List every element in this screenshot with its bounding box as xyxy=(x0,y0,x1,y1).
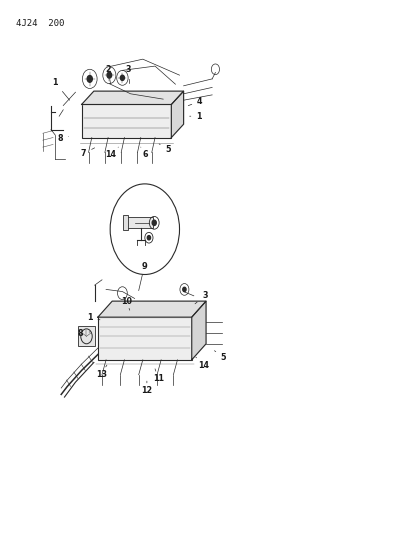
Text: 1: 1 xyxy=(52,78,70,100)
Circle shape xyxy=(120,75,124,80)
Circle shape xyxy=(147,236,151,240)
Text: 2: 2 xyxy=(105,65,111,84)
Text: 11: 11 xyxy=(153,369,164,383)
Circle shape xyxy=(107,72,112,78)
Text: 1: 1 xyxy=(190,112,202,120)
Text: 6: 6 xyxy=(141,147,148,159)
Polygon shape xyxy=(82,91,184,104)
Bar xyxy=(82,104,171,138)
Bar xyxy=(98,317,192,360)
Polygon shape xyxy=(171,91,184,138)
Circle shape xyxy=(152,220,156,225)
Circle shape xyxy=(87,76,92,82)
Bar xyxy=(78,326,95,346)
Bar xyxy=(126,217,153,228)
Text: 10: 10 xyxy=(121,297,132,310)
Text: 9: 9 xyxy=(142,262,148,271)
Bar xyxy=(123,215,128,230)
Text: 12: 12 xyxy=(141,381,153,394)
Text: 8: 8 xyxy=(78,329,90,337)
Text: 5: 5 xyxy=(159,144,171,154)
Text: 14: 14 xyxy=(196,357,208,369)
Text: 13: 13 xyxy=(96,365,107,378)
Text: 3: 3 xyxy=(126,65,131,84)
Circle shape xyxy=(110,184,180,274)
Polygon shape xyxy=(192,301,206,360)
Text: 4J24  200: 4J24 200 xyxy=(16,19,65,28)
Text: 4: 4 xyxy=(188,97,203,106)
Text: 14: 14 xyxy=(105,147,118,159)
Text: 1: 1 xyxy=(87,313,100,321)
Circle shape xyxy=(183,287,186,292)
Text: 7: 7 xyxy=(81,148,95,158)
Text: 8: 8 xyxy=(58,134,69,143)
Text: 3: 3 xyxy=(195,292,208,304)
Text: 5: 5 xyxy=(215,351,226,361)
Polygon shape xyxy=(98,301,206,317)
